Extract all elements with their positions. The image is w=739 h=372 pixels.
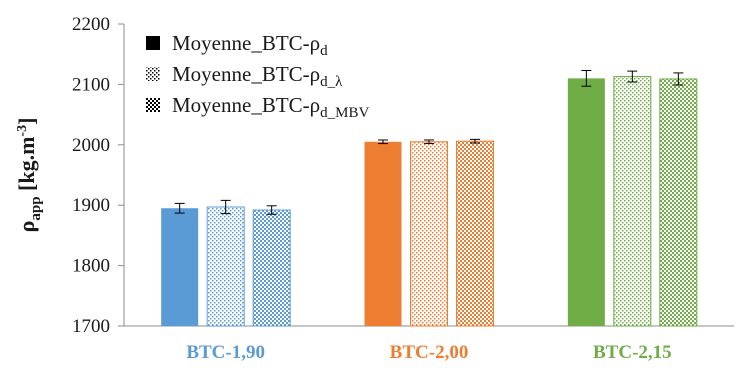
legend-swatch xyxy=(146,36,160,50)
y-tick-label: 2100 xyxy=(72,74,110,95)
bar-BTC-2,15-1 xyxy=(567,78,605,326)
legend-label: Moyenne_BTC-ρd xyxy=(172,31,328,59)
y-tick-label: 2200 xyxy=(72,14,110,35)
x-category-label: BTC-2,15 xyxy=(593,342,672,363)
bars xyxy=(161,70,698,327)
x-category-label: BTC-2,00 xyxy=(390,342,469,363)
legend: Moyenne_BTC-ρd Moyenne_BTC-ρd_λ Moyenne_BT… xyxy=(146,31,369,121)
bar-BTC-2,00-3 xyxy=(456,140,494,327)
x-category-label: BTC-1,90 xyxy=(186,342,265,363)
y-axis-label: ρapp [kg.m-3] xyxy=(14,118,44,233)
bar-BTC-2,15-2 xyxy=(613,76,652,327)
y-tick-label: 1700 xyxy=(72,316,110,337)
y-tick-label: 2000 xyxy=(72,135,110,156)
y-tick-label: 1900 xyxy=(72,195,110,216)
bar-BTC-1,90-1 xyxy=(161,208,199,326)
y-tick-label: 1800 xyxy=(72,256,110,277)
legend-swatch xyxy=(146,67,160,81)
axes: 1700 1800 1900 2000 2100 2200 ρapp [kg.m-3] BTC… xyxy=(14,14,734,363)
bar-BTC-1,90-3 xyxy=(252,209,291,327)
bar-BTC-2,00-1 xyxy=(364,141,402,326)
legend-swatch xyxy=(146,98,160,112)
legend-label: Moyenne_BTC-ρd_MBV xyxy=(172,93,369,121)
bar-BTC-2,00-2 xyxy=(410,141,448,327)
bar-BTC-1,90-2 xyxy=(206,206,245,327)
bar-BTC-2,15-3 xyxy=(659,78,698,327)
legend-label: Moyenne_BTC-ρd_λ xyxy=(172,62,343,90)
